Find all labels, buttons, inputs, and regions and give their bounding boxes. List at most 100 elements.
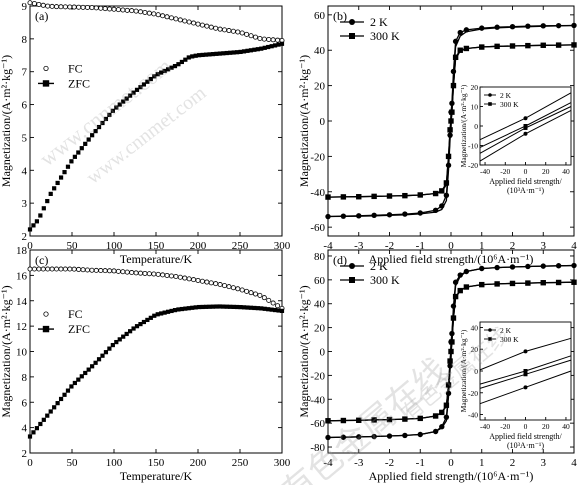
data-point bbox=[261, 36, 267, 42]
data-point bbox=[371, 193, 377, 200]
data-point bbox=[117, 102, 122, 107]
data-point bbox=[45, 266, 51, 272]
data-point bbox=[432, 190, 439, 197]
inset-x-axis-label: Applied field strength/ bbox=[489, 177, 562, 186]
inset-legend-marker bbox=[488, 93, 492, 97]
data-point bbox=[86, 137, 91, 142]
x-tick-label: 2 bbox=[510, 457, 516, 469]
data-point bbox=[177, 17, 183, 23]
data-point bbox=[221, 304, 226, 309]
data-point bbox=[241, 305, 247, 310]
inset-legend-label: 2 K bbox=[500, 326, 512, 335]
legend-item-300k: 300 K bbox=[340, 273, 400, 287]
data-point bbox=[226, 28, 232, 34]
data-point bbox=[463, 45, 470, 52]
data-point bbox=[276, 308, 281, 313]
data-point bbox=[86, 367, 91, 372]
data-point bbox=[45, 3, 51, 9]
data-point bbox=[76, 266, 82, 272]
data-point bbox=[269, 307, 274, 312]
legend-item-fc: FC bbox=[43, 61, 83, 75]
data-point bbox=[272, 307, 278, 313]
y-tick-label: 4 bbox=[22, 423, 28, 435]
inset-series-2k bbox=[479, 92, 572, 162]
data-point bbox=[89, 5, 95, 11]
data-point bbox=[36, 1, 42, 7]
data-point bbox=[84, 267, 90, 273]
data-point bbox=[62, 4, 68, 10]
data-point bbox=[195, 21, 201, 27]
x-tick-label: 4 bbox=[571, 240, 577, 252]
data-point bbox=[165, 309, 171, 314]
data-point bbox=[114, 339, 119, 345]
data-point bbox=[356, 434, 362, 440]
data-point bbox=[540, 23, 546, 29]
data-point bbox=[115, 268, 121, 274]
data-point bbox=[195, 277, 201, 283]
data-point bbox=[67, 4, 73, 10]
data-point bbox=[31, 1, 37, 7]
data-point bbox=[479, 281, 485, 288]
x-tick-label: 200 bbox=[190, 240, 207, 252]
series-300k bbox=[325, 42, 577, 200]
data-point bbox=[239, 30, 245, 36]
legend-marker bbox=[43, 311, 49, 317]
x-tick-label: -4 bbox=[323, 457, 333, 469]
data-point bbox=[238, 305, 243, 310]
data-point bbox=[272, 43, 278, 48]
x-tick-label: 250 bbox=[232, 457, 249, 469]
data-point bbox=[27, 434, 33, 439]
data-point bbox=[248, 48, 254, 53]
data-point bbox=[151, 271, 157, 277]
data-point bbox=[54, 4, 60, 10]
data-point bbox=[45, 198, 50, 204]
data-point bbox=[447, 127, 453, 133]
data-point bbox=[494, 264, 500, 271]
legend-item-zfc: ZFC bbox=[38, 76, 90, 90]
data-point bbox=[49, 266, 55, 272]
legend-label: 2 K bbox=[370, 15, 388, 29]
data-point bbox=[83, 141, 88, 146]
watermark: www.cnnmet.com bbox=[82, 82, 210, 189]
legend-item-2k: 2 K bbox=[340, 15, 388, 29]
data-point bbox=[443, 414, 450, 420]
x-axis-label: Applied field strength/(10⁶A·m⁻¹) bbox=[369, 252, 534, 266]
inset-y-tick-label: 20 bbox=[471, 345, 479, 354]
inset-x-tick-label: 40 bbox=[562, 422, 570, 431]
data-point bbox=[102, 268, 108, 274]
data-point bbox=[210, 52, 216, 57]
legend-label: 300 K bbox=[370, 273, 400, 287]
x-tick-label: 150 bbox=[148, 457, 165, 469]
data-point bbox=[191, 20, 197, 26]
data-point bbox=[224, 50, 229, 56]
data-point bbox=[128, 329, 133, 334]
data-point bbox=[402, 432, 408, 439]
legend-item-300k: 300 K bbox=[340, 29, 400, 43]
data-point bbox=[69, 159, 74, 164]
inset-x-axis-label: Applied field strength/ bbox=[489, 432, 562, 441]
inset-x-tick-label: -40 bbox=[480, 167, 490, 176]
panel-d: -4 -3 -2 -1 0 1 2 3 4 -80 -60 -40 -20 0 20 40 60 80 Applie… bbox=[297, 249, 577, 483]
data-point bbox=[248, 290, 254, 296]
data-point bbox=[457, 287, 463, 294]
data-point bbox=[191, 277, 197, 283]
y-tick-label: 0 bbox=[320, 116, 326, 128]
data-point bbox=[402, 211, 408, 217]
data-point bbox=[207, 304, 212, 309]
data-point bbox=[80, 4, 86, 10]
data-point bbox=[275, 303, 281, 309]
data-point bbox=[146, 10, 152, 16]
inset-legend-item: 300 K bbox=[484, 335, 519, 344]
data-point bbox=[102, 6, 108, 12]
data-point bbox=[525, 23, 531, 29]
data-point bbox=[173, 274, 179, 280]
data-point bbox=[164, 14, 170, 20]
data-point bbox=[45, 413, 50, 418]
legend-label: 300 K bbox=[370, 29, 400, 43]
data-point bbox=[270, 300, 276, 306]
data-point bbox=[203, 52, 209, 57]
data-point bbox=[164, 272, 170, 278]
data-point bbox=[228, 304, 233, 309]
